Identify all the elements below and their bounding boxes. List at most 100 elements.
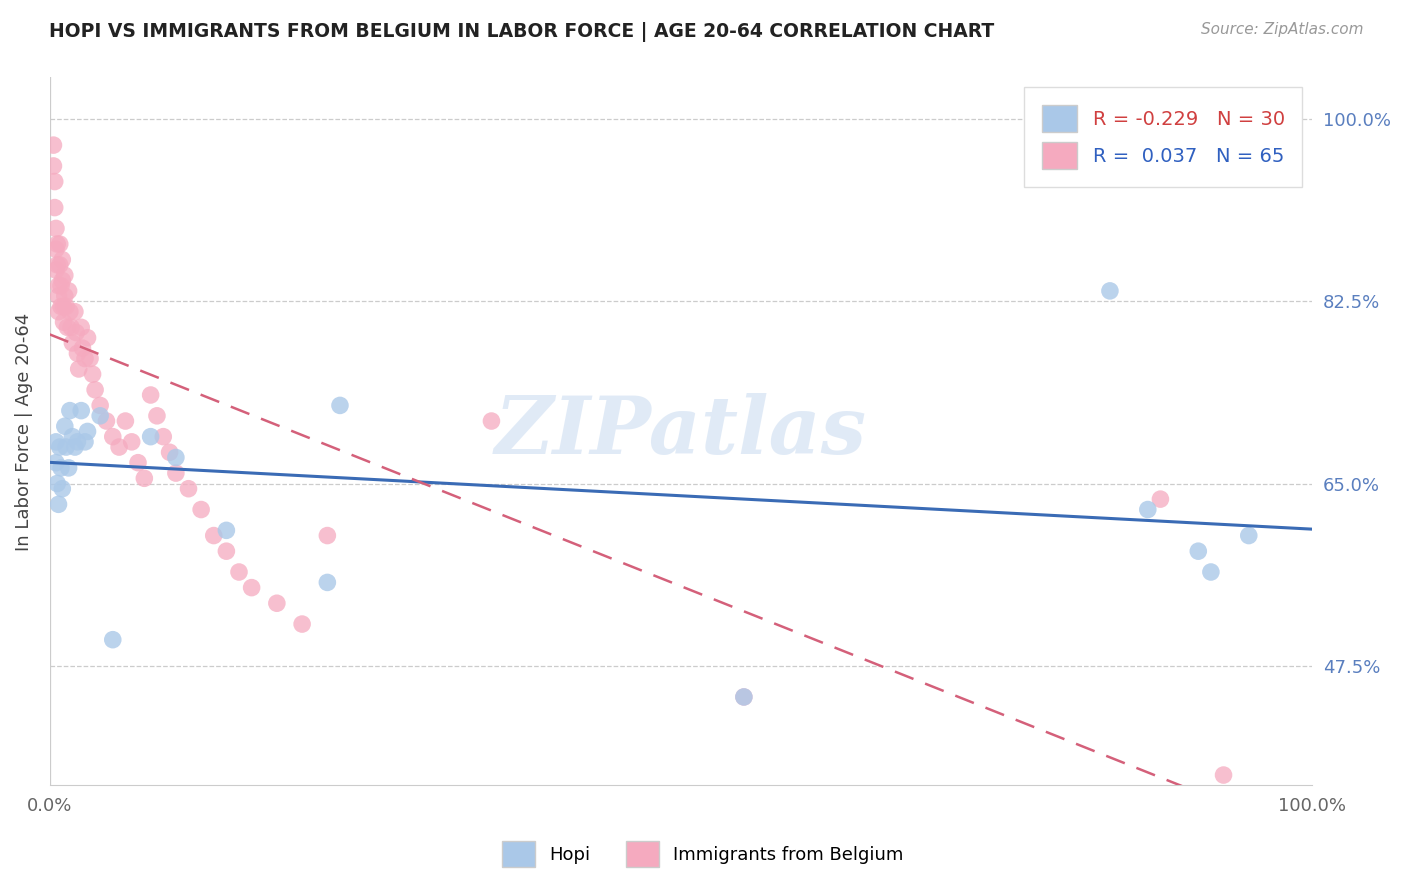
Point <box>45 456 67 470</box>
Point <box>59 304 82 318</box>
Point <box>82 367 104 381</box>
Point <box>63 440 86 454</box>
Point <box>53 268 76 283</box>
Point <box>49 300 72 314</box>
Point <box>316 528 339 542</box>
Point <box>1149 492 1171 507</box>
Point <box>228 565 250 579</box>
Point <box>44 201 66 215</box>
Point <box>46 476 69 491</box>
Point <box>291 617 314 632</box>
Point <box>134 471 156 485</box>
Point <box>733 690 755 704</box>
Point <box>49 440 72 454</box>
Point <box>127 456 149 470</box>
Point <box>240 581 263 595</box>
Point <box>66 346 89 360</box>
Point <box>58 284 80 298</box>
Point <box>72 341 94 355</box>
Point <box>481 414 503 428</box>
Legend: Hopi, Immigrants from Belgium: Hopi, Immigrants from Belgium <box>495 834 911 874</box>
Point <box>79 351 101 366</box>
Point <box>215 524 238 538</box>
Point <box>139 430 162 444</box>
Point <box>56 320 79 334</box>
Point <box>45 221 67 235</box>
Point <box>65 326 87 340</box>
Point <box>51 482 73 496</box>
Point <box>1187 544 1209 558</box>
Point <box>48 497 70 511</box>
Point <box>55 440 77 454</box>
Point <box>76 425 98 439</box>
Point <box>60 335 83 350</box>
Point <box>177 482 200 496</box>
Point <box>1199 565 1222 579</box>
Point <box>45 242 67 256</box>
Point <box>63 304 86 318</box>
Point <box>139 388 162 402</box>
Point <box>152 430 174 444</box>
Point <box>42 138 65 153</box>
Point <box>58 461 80 475</box>
Point <box>121 434 143 449</box>
Point <box>52 315 75 329</box>
Point <box>108 440 131 454</box>
Legend: R = -0.229   N = 30, R =  0.037   N = 65: R = -0.229 N = 30, R = 0.037 N = 65 <box>1025 87 1302 187</box>
Point <box>329 399 352 413</box>
Point <box>67 362 90 376</box>
Point <box>76 331 98 345</box>
Point <box>49 278 72 293</box>
Point <box>316 575 339 590</box>
Point <box>53 419 76 434</box>
Point <box>48 278 70 293</box>
Point <box>49 258 72 272</box>
Point <box>96 414 118 428</box>
Point <box>53 289 76 303</box>
Point <box>266 596 288 610</box>
Text: HOPI VS IMMIGRANTS FROM BELGIUM IN LABOR FORCE | AGE 20-64 CORRELATION CHART: HOPI VS IMMIGRANTS FROM BELGIUM IN LABOR… <box>49 22 994 42</box>
Point <box>66 434 89 449</box>
Point <box>190 502 212 516</box>
Point <box>146 409 169 423</box>
Point <box>89 399 111 413</box>
Point <box>1237 528 1260 542</box>
Point <box>45 434 67 449</box>
Point <box>48 289 70 303</box>
Point <box>55 300 77 314</box>
Point <box>89 409 111 423</box>
Point <box>51 252 73 267</box>
Point <box>1212 768 1234 782</box>
Point <box>1136 502 1159 516</box>
Text: ZIPatlas: ZIPatlas <box>495 392 868 470</box>
Point <box>45 263 67 277</box>
Point <box>1098 284 1121 298</box>
Point <box>46 258 69 272</box>
Point <box>49 237 72 252</box>
Point <box>46 237 69 252</box>
Point <box>60 320 83 334</box>
Point <box>159 445 181 459</box>
Point <box>49 461 72 475</box>
Point <box>114 414 136 428</box>
Point <box>70 320 93 334</box>
Point <box>59 403 82 417</box>
Point <box>215 544 238 558</box>
Point <box>84 383 107 397</box>
Point <box>73 434 96 449</box>
Point <box>165 450 187 465</box>
Point <box>44 175 66 189</box>
Point <box>165 466 187 480</box>
Point <box>52 300 75 314</box>
Point <box>202 528 225 542</box>
Point <box>48 304 70 318</box>
Point <box>60 430 83 444</box>
Point <box>70 403 93 417</box>
Point <box>51 273 73 287</box>
Y-axis label: In Labor Force | Age 20-64: In Labor Force | Age 20-64 <box>15 312 32 550</box>
Point <box>101 632 124 647</box>
Text: Source: ZipAtlas.com: Source: ZipAtlas.com <box>1201 22 1364 37</box>
Point <box>42 159 65 173</box>
Point <box>733 690 755 704</box>
Point <box>101 430 124 444</box>
